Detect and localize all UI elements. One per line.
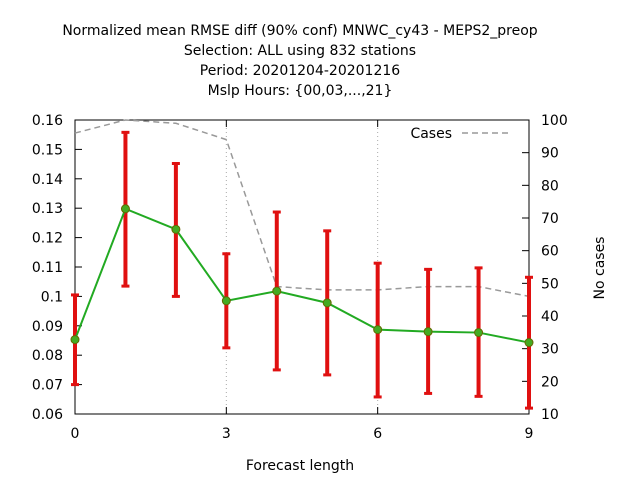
data-point: [524, 338, 534, 348]
y-tick-label: 0.11: [32, 260, 63, 276]
title-line: Normalized mean RMSE diff (90% conf) MNW…: [62, 23, 537, 39]
y-tick-label: 0.13: [32, 201, 63, 217]
y2-tick-label: 30: [541, 342, 559, 358]
chart-title: Normalized mean RMSE diff (90% conf) MNW…: [62, 23, 537, 99]
y-tick-label: 0.07: [32, 378, 63, 394]
y2-tick-label: 80: [541, 178, 559, 194]
title-line: Period: 20201204-20201216: [200, 63, 400, 79]
legend-label-cases: Cases: [410, 126, 452, 142]
x-tick-label: 3: [222, 426, 231, 442]
title-line: Selection: ALL using 832 stations: [184, 43, 416, 59]
y2-tick-label: 100: [541, 113, 568, 129]
y2-axis-label: No cases: [592, 237, 608, 300]
y-tick-label: 0.06: [32, 407, 63, 423]
cases-series: [74, 119, 530, 298]
y2-tick-label: 90: [541, 146, 559, 162]
axis-ticks: 0.06 0.07 0.08 0.09 0.1 0.11 0.12 0.13 0.14 0.15 0…: [32, 113, 568, 442]
data-point: [70, 335, 80, 345]
data-point: [423, 327, 433, 337]
y-tick-label: 0.09: [32, 319, 63, 335]
y2-tick-label: 10: [541, 407, 559, 423]
error-bars: [71, 130, 533, 410]
legend: Cases: [410, 126, 512, 142]
y2-tick-label: 20: [541, 374, 559, 390]
y2-tick-label: 40: [541, 309, 559, 325]
mean-series: [70, 204, 534, 348]
data-point: [120, 204, 130, 214]
y2-tick-label: 70: [541, 211, 559, 227]
y-tick-label: 0.16: [32, 113, 63, 129]
data-point: [171, 224, 181, 234]
title-line: Mslp Hours: {00,03,...,21}: [208, 83, 393, 99]
mean-line: [74, 207, 530, 344]
cases-line: [74, 119, 530, 298]
data-point: [272, 286, 282, 296]
y-tick-label: 0.12: [32, 231, 63, 247]
y-tick-label: 0.15: [32, 142, 63, 158]
y-tick-label: 0.14: [32, 172, 63, 188]
y2-tick-label: 50: [541, 276, 559, 292]
x-tick-label: 0: [71, 426, 80, 442]
plot-frame: [74, 119, 530, 415]
data-point: [474, 328, 484, 338]
y2-tick-label: 60: [541, 244, 559, 260]
x-axis-label: Forecast length: [246, 458, 354, 474]
x-tick-label: 9: [525, 426, 534, 442]
y-tick-label: 0.08: [32, 348, 63, 364]
y-tick-label: 0.1: [41, 289, 63, 305]
data-point: [322, 298, 332, 308]
data-point: [373, 325, 383, 335]
x-tick-label: 6: [373, 426, 382, 442]
grid-lines: [225, 120, 379, 414]
data-point: [221, 296, 231, 306]
